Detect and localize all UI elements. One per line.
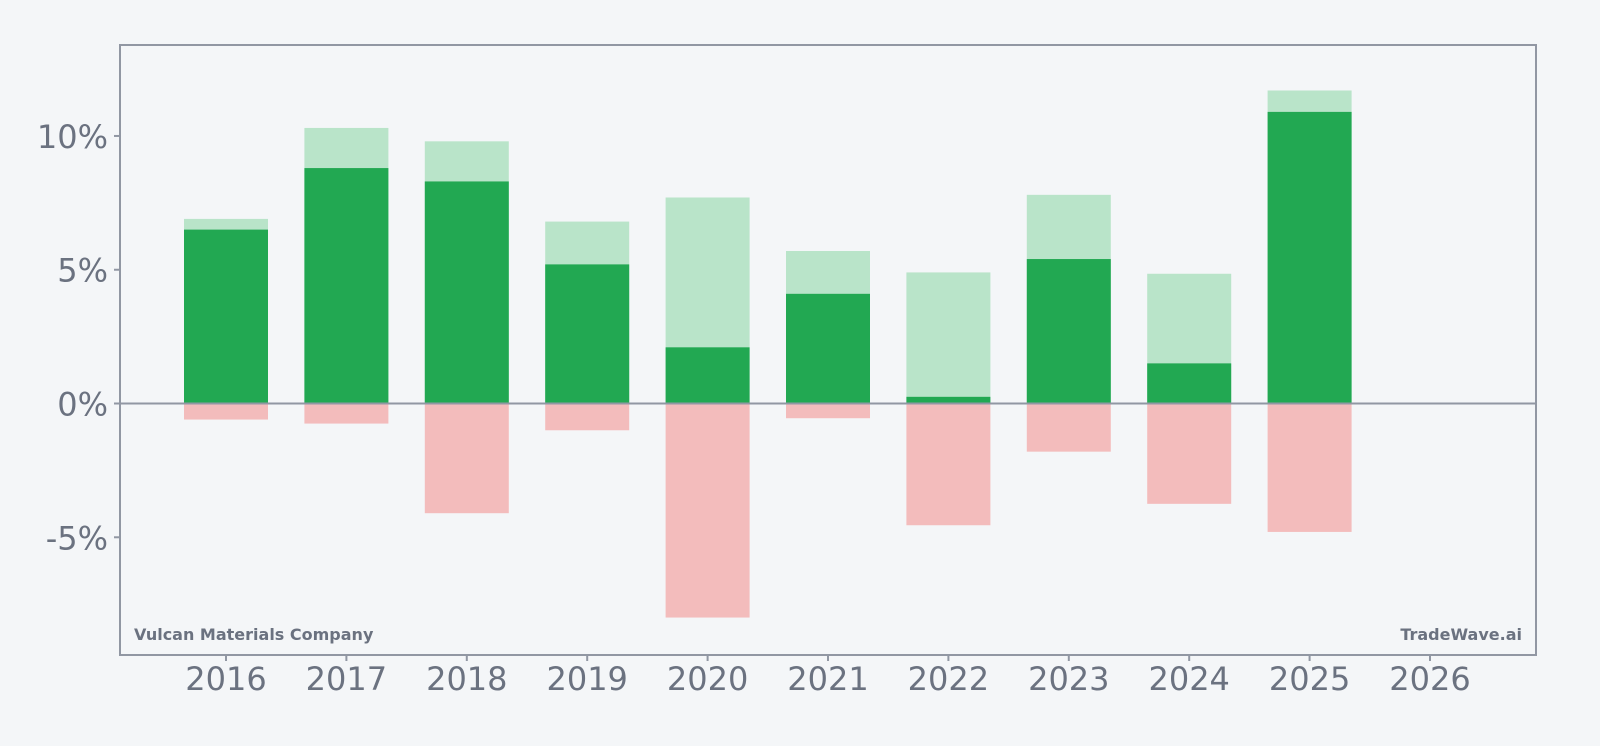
x-tick-label-2020: 2020 — [667, 660, 748, 698]
x-axis: 2016 2017 2018 2019 2020 2021 2022 2023 2024 2025… — [185, 655, 1471, 698]
x-tick-label-2023: 2023 — [1028, 660, 1109, 698]
company-watermark: Vulcan Materials Company — [134, 625, 374, 644]
x-tick-label-2017: 2017 — [306, 660, 387, 698]
bar-dark-green-2023 — [1026, 259, 1111, 404]
bar-dark-green-2017 — [304, 168, 389, 404]
y-axis: 10% 5% 0% -5% — [37, 118, 120, 557]
x-tick-label-2019: 2019 — [546, 660, 627, 698]
bar-dark-green-2016 — [184, 229, 268, 404]
y-tick-label: 10% — [37, 118, 108, 156]
bar-red-2024 — [1147, 403, 1232, 504]
bar-red-2021 — [786, 403, 870, 419]
y-tick-label: -5% — [46, 519, 108, 557]
bar-dark-green-2022 — [906, 396, 991, 404]
bar-red-2023 — [1026, 403, 1111, 452]
x-tick-label-2022: 2022 — [908, 660, 989, 698]
bar-red-2017 — [304, 403, 389, 424]
y-tick-label: 5% — [57, 252, 108, 290]
x-tick-label-2021: 2021 — [787, 660, 868, 698]
x-tick-label-2018: 2018 — [426, 660, 507, 698]
bar-red-2018 — [424, 403, 509, 514]
bar-red-2025 — [1267, 403, 1352, 532]
bars-layer — [184, 90, 1352, 618]
bar-dark-green-2021 — [786, 293, 870, 404]
bar-red-2016 — [184, 403, 268, 420]
bar-dark-green-2024 — [1147, 363, 1232, 404]
brand-watermark: TradeWave.ai — [1400, 625, 1522, 644]
bar-red-2022 — [906, 403, 991, 526]
bar-dark-green-2018 — [424, 181, 509, 404]
x-tick-label-2025: 2025 — [1269, 660, 1350, 698]
bar-red-2020 — [665, 403, 750, 618]
bar-dark-green-2025 — [1267, 111, 1352, 404]
x-tick-label-2026: 2026 — [1389, 660, 1470, 698]
bar-red-2019 — [545, 403, 630, 431]
x-tick-label-2016: 2016 — [185, 660, 266, 698]
bar-dark-green-2019 — [545, 264, 630, 404]
x-tick-label-2024: 2024 — [1148, 660, 1229, 698]
bar-dark-green-2020 — [665, 347, 750, 404]
y-tick-label: 0% — [57, 386, 108, 424]
bar-light-green-2022 — [906, 272, 991, 404]
